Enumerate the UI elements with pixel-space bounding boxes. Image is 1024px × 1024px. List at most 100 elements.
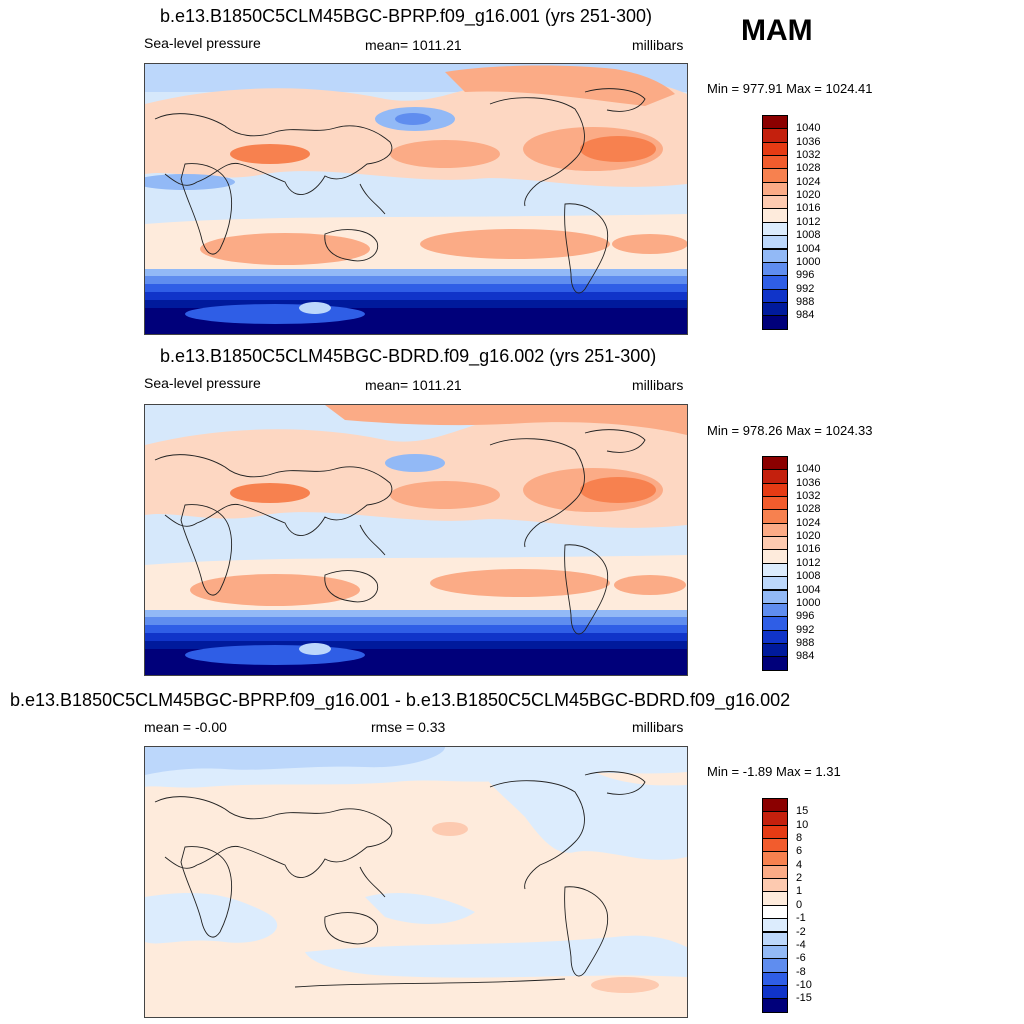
colorbar-label: 1016 <box>796 543 821 556</box>
colorbar-swatch <box>762 944 788 960</box>
colorbar-swatch <box>762 629 788 644</box>
panel3-rmse-label: rmse = 0.33 <box>371 719 446 735</box>
colorbar-swatch <box>762 824 788 840</box>
colorbar-swatch <box>762 864 788 880</box>
colorbar-label: 996 <box>796 269 815 282</box>
colorbar-swatch <box>762 301 788 317</box>
panel3-mean-label: mean = -0.00 <box>144 719 227 735</box>
colorbar-label: 15 <box>796 805 809 818</box>
colorbar-label: 1 <box>796 885 803 898</box>
panel1-map <box>144 63 688 335</box>
colorbar-swatch <box>762 891 788 906</box>
colorbar-swatch <box>762 522 788 538</box>
colorbar-label: 1028 <box>796 503 821 516</box>
colorbar-swatch <box>762 589 788 604</box>
colorbar-label: 0 <box>796 898 803 911</box>
colorbar-label: 992 <box>796 282 815 295</box>
panel1-units-label: millibars <box>632 37 684 53</box>
colorbar-label: 1032 <box>796 490 821 503</box>
colorbar-label: 1008 <box>796 570 821 583</box>
colorbar-swatch <box>762 115 788 130</box>
panel1-title: b.e13.B1850C5CLM45BGC-BPRP.f09_g16.001 (… <box>160 6 652 26</box>
colorbar-label: 1004 <box>796 583 821 596</box>
colorbar-swatch <box>762 878 788 893</box>
colorbar-label: 1036 <box>796 135 821 148</box>
colorbar-label: 1012 <box>796 556 821 569</box>
colorbar-swatch <box>762 602 788 618</box>
colorbar-swatch <box>762 931 788 946</box>
colorbar-label: -15 <box>796 992 812 1005</box>
colorbar-swatch <box>762 456 788 471</box>
colorbar-label: 988 <box>796 295 815 308</box>
panel2-units-label: millibars <box>632 377 684 393</box>
panel1-field-label: Sea-level pressure <box>144 35 261 51</box>
colorbar-swatch <box>762 208 788 223</box>
colorbar-label: 1040 <box>796 463 821 476</box>
colorbar-label: 984 <box>796 650 815 663</box>
colorbar-swatch <box>762 851 788 866</box>
colorbar-swatch <box>762 838 788 853</box>
colorbar-label: -4 <box>796 938 806 951</box>
colorbar-swatch <box>762 656 788 671</box>
colorbar-swatch <box>762 168 788 183</box>
colorbar-label: 996 <box>796 610 815 623</box>
colorbar-swatch <box>762 235 788 250</box>
colorbar-swatch <box>762 155 788 170</box>
season-label: MAM <box>741 14 813 47</box>
panel2-field-label: Sea-level pressure <box>144 375 261 391</box>
panel3-title: b.e13.B1850C5CLM45BGC-BPRP.f09_g16.001 -… <box>10 690 791 710</box>
colorbar-label: 1004 <box>796 242 821 255</box>
colorbar-swatch <box>762 616 788 631</box>
panel3-map <box>144 746 688 1018</box>
colorbar-label: -2 <box>796 925 806 938</box>
colorbar-label: 1012 <box>796 215 821 228</box>
colorbar-label: 1024 <box>796 175 821 188</box>
colorbar-swatch <box>762 248 788 263</box>
colorbar-label: 8 <box>796 832 803 845</box>
colorbar-label: 4 <box>796 858 803 871</box>
colorbar-label: 1036 <box>796 476 821 489</box>
colorbar-label: 1040 <box>796 122 821 135</box>
colorbar-swatch <box>762 482 788 498</box>
colorbar-label: 1000 <box>796 596 821 609</box>
panel2-minmax: Min = 978.26 Max = 1024.33 <box>707 423 873 438</box>
colorbar-label: 1020 <box>796 530 821 543</box>
colorbar-swatch <box>762 509 788 524</box>
colorbar-label: 988 <box>796 636 815 649</box>
colorbar-swatch <box>762 195 788 210</box>
colorbar-label: 992 <box>796 623 815 636</box>
colorbar-swatch <box>762 958 788 973</box>
colorbar-swatch <box>762 141 788 157</box>
panel3-minmax: Min = -1.89 Max = 1.31 <box>707 764 841 779</box>
panel1-minmax: Min = 977.91 Max = 1024.41 <box>707 81 873 96</box>
colorbar-swatch <box>762 536 788 551</box>
colorbar-swatch <box>762 984 788 1000</box>
panel2-map <box>144 404 688 676</box>
colorbar-swatch <box>762 971 788 986</box>
colorbar-swatch <box>762 549 788 564</box>
colorbar-swatch <box>762 811 788 826</box>
colorbar-label: 1020 <box>796 189 821 202</box>
colorbar-label: 1024 <box>796 516 821 529</box>
panel2-title: b.e13.B1850C5CLM45BGC-BDRD.f09_g16.002 (… <box>160 346 657 366</box>
colorbar-label: 1016 <box>796 202 821 215</box>
colorbar-swatch <box>762 642 788 658</box>
colorbar-label: 10 <box>796 818 809 831</box>
colorbar-swatch <box>762 562 788 578</box>
colorbar-swatch <box>762 798 788 813</box>
panel3-units-label: millibars <box>632 719 684 735</box>
panel2-mean-label: mean= 1011.21 <box>365 377 462 393</box>
colorbar-label: -6 <box>796 952 806 965</box>
colorbar-swatch <box>762 576 788 591</box>
colorbar-swatch <box>762 496 788 511</box>
colorbar-label: 1028 <box>796 162 821 175</box>
colorbar-swatch <box>762 261 788 277</box>
colorbar-swatch <box>762 221 788 237</box>
colorbar-swatch <box>762 275 788 290</box>
colorbar-label: 984 <box>796 309 815 322</box>
colorbar-swatch <box>762 128 788 143</box>
colorbar-label: 2 <box>796 872 803 885</box>
colorbar-label: 1032 <box>796 149 821 162</box>
colorbar-swatch <box>762 288 788 303</box>
colorbar-label: 6 <box>796 845 803 858</box>
